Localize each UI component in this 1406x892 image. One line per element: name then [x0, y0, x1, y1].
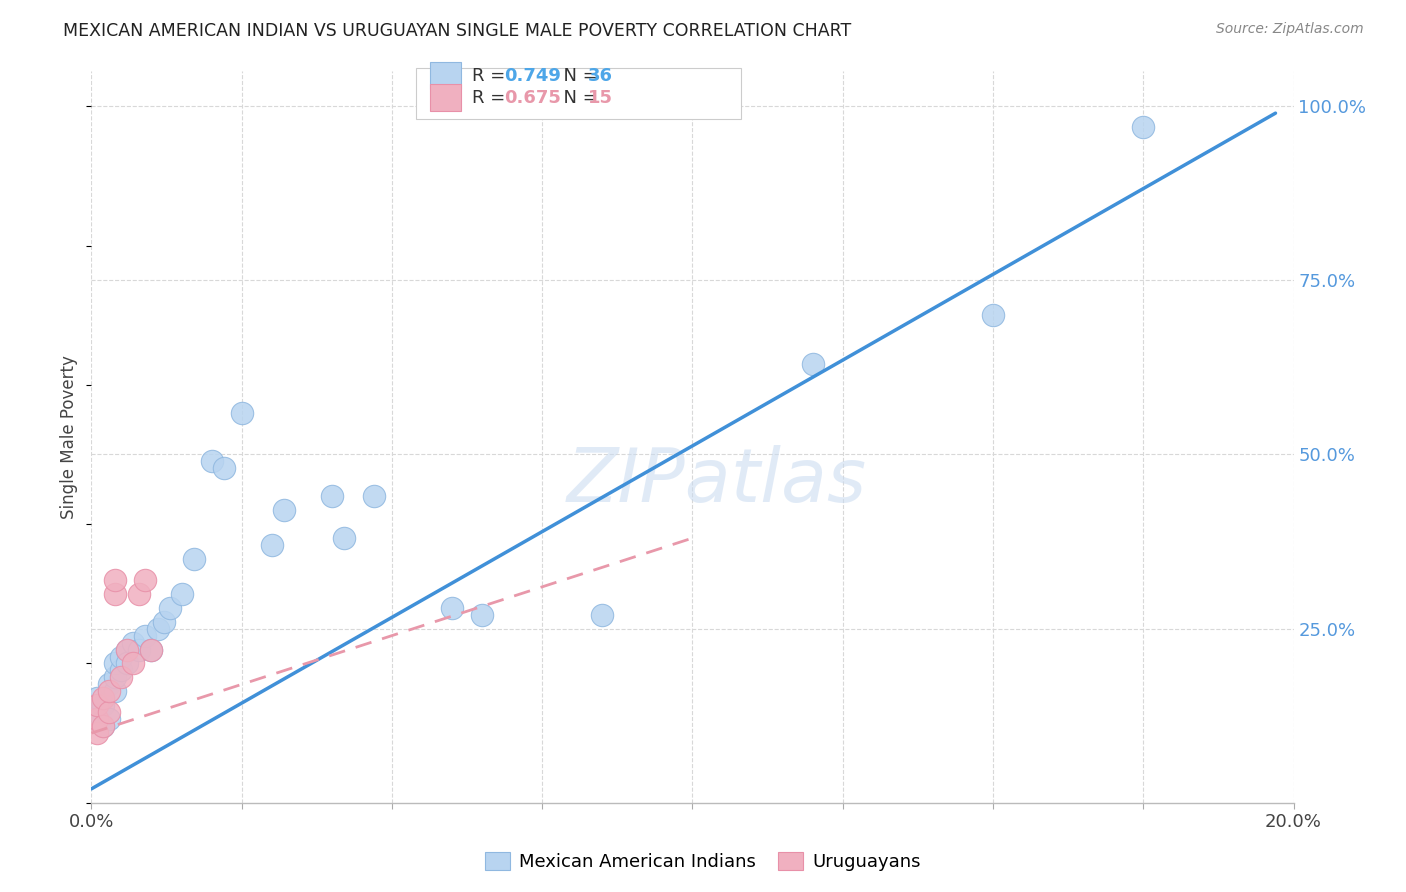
- Point: [86, 691, 108, 706]
- Point: [93, 719, 115, 733]
- Point: [122, 635, 145, 649]
- Legend: Mexican American Indians, Uruguayans: Mexican American Indians, Uruguayans: [478, 845, 928, 879]
- Point: [93, 691, 115, 706]
- Point: [104, 587, 127, 601]
- Point: [98, 712, 121, 726]
- Point: [98, 705, 121, 719]
- Point: [170, 587, 193, 601]
- Text: 0.675: 0.675: [505, 89, 561, 107]
- Point: [1132, 120, 1154, 134]
- Point: [86, 712, 108, 726]
- Point: [104, 657, 127, 671]
- Point: [152, 615, 174, 629]
- Point: [86, 698, 108, 713]
- Point: [104, 670, 127, 684]
- Point: [159, 600, 181, 615]
- Point: [321, 489, 343, 503]
- Y-axis label: Single Male Poverty: Single Male Poverty: [60, 355, 79, 519]
- Point: [117, 642, 139, 657]
- Point: [104, 573, 127, 587]
- Point: [98, 677, 121, 691]
- Point: [117, 657, 139, 671]
- Point: [146, 622, 169, 636]
- Point: [591, 607, 613, 622]
- Text: ZIPatlas: ZIPatlas: [567, 445, 866, 517]
- Point: [141, 642, 163, 657]
- Point: [231, 406, 253, 420]
- Point: [110, 664, 132, 678]
- Point: [93, 719, 115, 733]
- Point: [104, 684, 127, 698]
- Point: [201, 454, 224, 468]
- Point: [273, 503, 295, 517]
- Point: [86, 726, 108, 740]
- Point: [134, 629, 156, 643]
- Point: [110, 649, 132, 664]
- Point: [128, 642, 150, 657]
- Point: [212, 461, 235, 475]
- Text: 36: 36: [588, 67, 613, 85]
- Text: 15: 15: [588, 89, 613, 107]
- Text: MEXICAN AMERICAN INDIAN VS URUGUAYAN SINGLE MALE POVERTY CORRELATION CHART: MEXICAN AMERICAN INDIAN VS URUGUAYAN SIN…: [63, 22, 852, 40]
- Text: N =: N =: [553, 89, 603, 107]
- Point: [141, 642, 163, 657]
- Text: N =: N =: [553, 67, 603, 85]
- Point: [260, 538, 283, 552]
- Text: R =: R =: [472, 89, 512, 107]
- Point: [117, 642, 139, 657]
- Point: [128, 587, 150, 601]
- Point: [134, 573, 156, 587]
- Text: Source: ZipAtlas.com: Source: ZipAtlas.com: [1216, 22, 1364, 37]
- Text: 0.749: 0.749: [505, 67, 561, 85]
- Point: [183, 552, 205, 566]
- Point: [122, 657, 145, 671]
- Point: [981, 308, 1004, 322]
- Point: [333, 531, 356, 545]
- Point: [363, 489, 385, 503]
- Point: [801, 357, 824, 371]
- Point: [98, 684, 121, 698]
- Point: [440, 600, 463, 615]
- Point: [110, 670, 132, 684]
- Text: R =: R =: [472, 67, 512, 85]
- Point: [86, 705, 108, 719]
- Point: [93, 698, 115, 713]
- Point: [471, 607, 494, 622]
